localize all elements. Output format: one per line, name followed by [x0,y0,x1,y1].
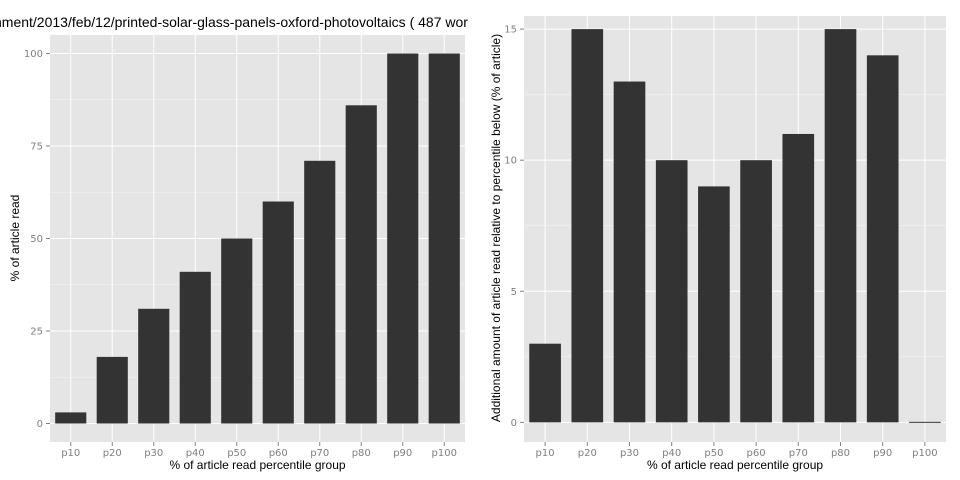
chart1-bar-p60 [262,201,294,424]
chart1-y-tick-label: 50 [30,234,43,245]
chart2-bar-p30 [613,81,646,423]
chart1-bar-p90 [387,53,419,424]
chart2-bar-p10 [529,343,561,423]
page-title: nment/2013/feb/12/printed-solar-glass-pa… [0,14,468,30]
chart2-x-tick-label: p50 [704,448,723,459]
chart1-x-tick-label: p40 [186,448,205,459]
chart2-x-tick-label: p10 [536,448,555,459]
chart2-bar-p100 [909,421,941,423]
chart-left: 0 25 50 75 100 p10 p20 p30 p40 p50 p60 p70 p80 p90 p10… [8,35,465,472]
chart1-x-tick-label: p80 [352,448,371,459]
chart2-y-tick-label: 5 [511,287,517,298]
chart2-x-tick-label: p40 [662,448,681,459]
chart2-x-tick-label: p80 [831,448,850,459]
chart1-bar-p100 [428,53,460,424]
chart1-bar-p10 [55,412,87,424]
chart2-bar-p90 [866,55,899,423]
chart1-y-tick-label: 25 [30,327,43,338]
chart2-x-tick-label: p90 [873,448,892,459]
chart2-y-tick-label: 10 [504,156,517,167]
chart2-x-axis-title: % of article read percentile group [647,458,823,472]
chart2-bar-p80 [824,29,857,423]
chart1-y-axis-title: % of article read [8,195,22,282]
chart1-x-tick-label: p20 [103,448,122,459]
chart2-bar-p70 [782,133,815,423]
chart2-y-tick-label: 0 [511,418,517,429]
chart1-y-tick-label: 100 [24,49,43,60]
chart1-bar-p50 [221,238,253,424]
chart1-bar-p70 [304,160,336,424]
chart2-bar-p60 [740,160,772,423]
chart1-x-tick-label: p30 [144,448,163,459]
chart1-y-tick-label: 75 [30,142,43,153]
chart2-bar-p50 [698,186,730,423]
chart1-x-axis-title: % of article read percentile group [169,458,345,472]
chart2-x-tick-label: p100 [912,448,937,459]
chart1-x-tick-label: p60 [269,448,288,459]
chart1-bar-p80 [345,105,377,424]
chart2-bar-p20 [571,29,604,423]
chart1-bar-p40 [179,271,211,424]
chart2-bar-p40 [655,160,688,423]
chart1-x-tick-label: p10 [61,448,80,459]
chart1-y-tick-label: 0 [37,419,43,430]
chart-right: 0 5 10 15 p10 p20 p30 p40 p50 p60 p70 p80 p90 p100 % o… [489,16,946,472]
chart2-x-tick-label: p20 [578,448,597,459]
chart2-x-tick-label: p60 [747,448,766,459]
chart2-x-tick-label: p70 [789,448,808,459]
chart1-x-tick-label: p50 [227,448,246,459]
chart1-bar-p30 [138,308,170,424]
chart1-x-tick-label: p70 [310,448,329,459]
chart1-x-tick-label: p100 [432,448,457,459]
chart1-bar-p20 [96,356,128,424]
chart2-y-axis-title: Additional amount of article read relati… [489,34,503,422]
chart2-y-tick-label: 15 [504,25,517,36]
chart1-x-tick-label: p90 [393,448,412,459]
chart2-x-tick-label: p30 [620,448,639,459]
